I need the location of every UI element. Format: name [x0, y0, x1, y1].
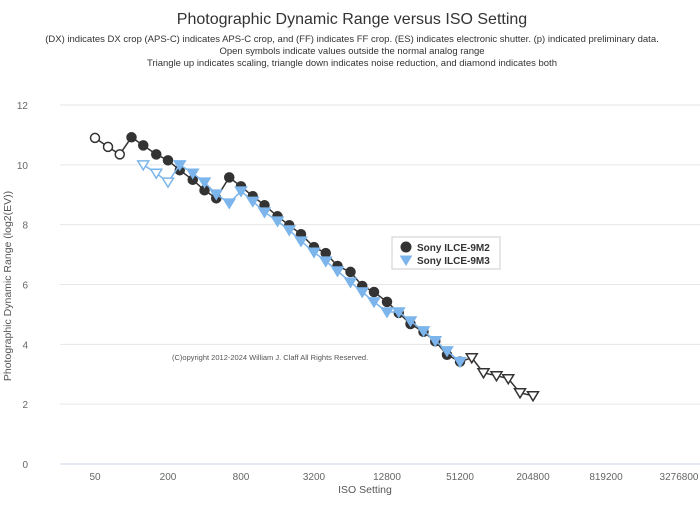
data-point[interactable]: [150, 149, 162, 160]
x-tick-label: 3200: [303, 472, 326, 483]
legend-marker-ilce-9m2: [400, 241, 412, 253]
legend-box: [391, 236, 501, 270]
x-tick-label: 51200: [446, 472, 474, 483]
data-point[interactable]: [513, 388, 527, 400]
data-point[interactable]: [320, 247, 332, 259]
y-axis-label: Photographic Dynamic Range (log2(EV)): [2, 191, 14, 381]
series-layer: [89, 132, 540, 403]
data-point[interactable]: [282, 225, 297, 237]
y-tick-label: 10: [17, 161, 29, 172]
legend-item-ilce-9m3[interactable]: Sony ILCE-9M3: [399, 255, 491, 267]
x-tick-label: 819200: [589, 472, 623, 483]
legend-marker-ilce-9m3: [399, 255, 413, 266]
data-point[interactable]: [330, 266, 345, 278]
data-point[interactable]: [307, 247, 321, 259]
y-tick-label: 0: [22, 460, 28, 471]
data-point[interactable]: [222, 198, 237, 210]
data-point[interactable]: [368, 286, 380, 298]
data-point[interactable]: [234, 186, 248, 198]
legend-label-ilce-9m2: Sony ILCE-9M2: [417, 243, 490, 254]
data-point[interactable]: [209, 189, 224, 201]
y-tick-label: 8: [22, 221, 28, 232]
x-axis-tick-labels: 50 200 800 3200 12800 51200 204800 819200 327680…: [89, 472, 698, 483]
data-point[interactable]: [526, 391, 540, 403]
chart-subtitle-line-1: (DX) indicates DX crop (APS-C) indicates…: [45, 34, 659, 45]
data-point[interactable]: [416, 326, 431, 338]
data-point[interactable]: [453, 356, 467, 369]
legend-label-ilce-9m3: Sony ILCE-9M3: [417, 256, 490, 267]
data-point[interactable]: [476, 368, 491, 380]
chart-subtitle-line-2: Open symbols indicate values outside the…: [219, 46, 484, 57]
data-point[interactable]: [172, 160, 187, 172]
data-point[interactable]: [126, 132, 137, 143]
data-point[interactable]: [380, 307, 394, 319]
data-point[interactable]: [185, 168, 200, 180]
legend[interactable]: Sony ILCE-9M2 Sony ILCE-9M3: [391, 236, 501, 270]
data-point[interactable]: [102, 141, 114, 153]
x-tick-label: 50: [89, 472, 101, 483]
y-tick-label: 4: [22, 340, 28, 351]
data-point[interactable]: [343, 277, 358, 289]
series-ilce-9m3: [136, 160, 467, 369]
x-tick-label: 204800: [516, 472, 550, 483]
data-point[interactable]: [89, 132, 101, 144]
data-point[interactable]: [501, 373, 516, 386]
x-tick-label: 200: [160, 472, 177, 483]
data-point[interactable]: [391, 307, 406, 319]
y-tick-label: 6: [22, 281, 28, 292]
x-tick-label: 3276800: [660, 472, 699, 483]
data-point[interactable]: [428, 335, 443, 348]
data-point[interactable]: [403, 316, 418, 328]
data-point[interactable]: [197, 177, 212, 189]
data-point[interactable]: [270, 216, 285, 228]
data-point[interactable]: [345, 266, 356, 278]
data-point[interactable]: [162, 155, 174, 166]
x-tick-label: 12800: [373, 472, 401, 483]
data-point[interactable]: [257, 207, 272, 219]
y-tick-label: 12: [17, 101, 29, 112]
data-point[interactable]: [381, 296, 393, 308]
data-point[interactable]: [294, 236, 308, 248]
copyright-note: (C)opyright 2012-2024 William J. Claff A…: [172, 353, 368, 362]
data-point[interactable]: [223, 172, 235, 183]
data-point[interactable]: [138, 140, 149, 151]
data-point[interactable]: [136, 160, 151, 172]
data-point[interactable]: [114, 149, 125, 160]
chart-title: Photographic Dynamic Range versus ISO Se…: [177, 11, 527, 28]
x-axis-label: ISO Setting: [338, 484, 392, 496]
data-point[interactable]: [245, 196, 260, 208]
x-tick-label: 800: [233, 472, 250, 483]
legend-item-ilce-9m2[interactable]: Sony ILCE-9M2: [400, 241, 490, 254]
chart-subtitle-line-3: Triangle up indicates scaling, triangle …: [147, 58, 557, 69]
data-point[interactable]: [318, 256, 333, 268]
data-point[interactable]: [355, 287, 370, 299]
data-point[interactable]: [440, 346, 454, 358]
y-axis-tick-labels: 0 2 4 6 8 10 12: [17, 101, 29, 471]
data-point[interactable]: [161, 177, 175, 189]
data-point[interactable]: [464, 353, 479, 365]
data-point[interactable]: [489, 370, 504, 383]
data-point[interactable]: [149, 168, 164, 180]
data-point[interactable]: [367, 297, 381, 309]
y-tick-label: 2: [22, 400, 28, 411]
